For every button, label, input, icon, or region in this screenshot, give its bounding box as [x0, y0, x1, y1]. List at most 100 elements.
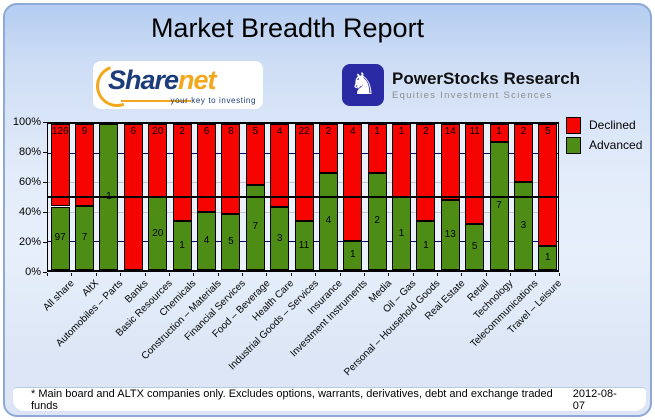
footnote-text: * Main board and ALTX companies only. Ex… — [31, 387, 553, 412]
sharenet-tagline: your key to investing — [170, 96, 256, 105]
advanced-count-label: 1 — [545, 251, 551, 263]
sharenet-word-net: net — [178, 65, 216, 95]
x-axis-tick — [461, 273, 463, 276]
declined-count-label: 1 — [496, 126, 502, 137]
declined-count-label: 5 — [545, 126, 551, 137]
declined-count-label: 4 — [349, 126, 356, 137]
bar-declined-segment — [416, 124, 436, 222]
advanced-count-label: 7 — [81, 232, 88, 244]
x-axis-tick — [412, 273, 414, 276]
advanced-count-label: 1 — [106, 191, 112, 202]
y-axis-tick — [43, 242, 47, 243]
bar-declined-segment — [245, 124, 265, 185]
bar-advanced-segment — [489, 142, 509, 270]
plot-area: 126 97 9 7 1 6 20 20 2 1 6 4 8 5 5 7 4 3 22 11 2 4 4 1 1 2 1 1 2 1 14 1… — [47, 122, 559, 272]
bar-advanced-segment — [343, 240, 363, 270]
x-axis-label: All share — [41, 278, 77, 314]
bar-declined-segment — [513, 124, 533, 183]
bar-declined-segment — [489, 124, 509, 143]
bar-advanced-segment — [221, 213, 241, 270]
y-axis-label: 20% — [18, 236, 41, 248]
advanced-count-label: 1 — [179, 239, 185, 251]
x-axis-tick — [120, 273, 122, 276]
bar-declined-segment — [440, 124, 460, 200]
x-axis-tick — [144, 273, 146, 276]
declined-count-label: 8 — [228, 126, 234, 137]
declined-count-label: 11 — [469, 126, 480, 137]
advanced-count-label: 20 — [152, 227, 164, 239]
x-axis-tick — [47, 273, 48, 276]
declined-count-label: 2 — [423, 126, 429, 137]
bar-declined-segment — [367, 124, 387, 173]
x-axis-tick — [266, 273, 268, 276]
declined-count-label: 22 — [298, 126, 310, 137]
sharenet-wordmark: Sharenet — [108, 65, 217, 96]
advanced-count-label: 11 — [298, 239, 310, 251]
x-axis-tick — [95, 273, 97, 276]
y-axis-tick — [43, 182, 47, 183]
y-axis-tick — [43, 212, 47, 213]
advanced-swatch — [566, 136, 581, 154]
bar-declined-segment — [294, 124, 314, 222]
bar-declined-segment — [221, 124, 241, 214]
bar-declined-segment — [318, 124, 338, 173]
bar-advanced-segment — [465, 224, 485, 270]
advanced-count-label: 1 — [349, 249, 356, 261]
declined-count-label: 5 — [252, 126, 259, 137]
declined-count-label: 1 — [398, 126, 405, 137]
declined-count-label: 2 — [179, 126, 185, 137]
y-axis: 0% 20% 40% 60% 80% 100% — [5, 116, 47, 278]
x-axis-tick — [363, 273, 365, 276]
x-axis-tick — [242, 273, 244, 276]
bar-declined-segment — [270, 124, 290, 208]
report-card: Market Breadth Report Sharenet your key … — [3, 3, 652, 417]
x-axis-tick — [534, 273, 536, 276]
declined-count-label: 20 — [152, 126, 164, 137]
y-axis-tick — [43, 122, 47, 123]
report-date: 2012-08-07 — [572, 387, 617, 412]
bar-advanced-segment — [270, 207, 290, 270]
x-axis-tick — [71, 273, 73, 276]
advanced-count-label: 97 — [54, 232, 66, 244]
bar-declined-segment — [75, 124, 95, 207]
bar-declined-segment — [196, 124, 216, 212]
legend-label-declined: Declined — [589, 118, 636, 132]
x-axis-ticks — [47, 273, 560, 277]
advanced-count-label: 4 — [203, 234, 210, 246]
declined-count-label: 2 — [520, 126, 527, 137]
advanced-count-label: 7 — [496, 200, 502, 212]
fifty-percent-line — [48, 196, 558, 198]
declined-count-label: 6 — [130, 126, 137, 137]
advanced-count-label: 5 — [228, 235, 234, 247]
declined-count-label: 4 — [276, 126, 283, 137]
page-title: Market Breadth Report — [150, 13, 425, 43]
declined-count-label: 2 — [325, 126, 332, 137]
x-axis-tick — [193, 273, 195, 276]
x-axis-tick — [388, 273, 390, 276]
bar-advanced-segment — [416, 221, 436, 270]
y-axis-label: 0% — [25, 266, 41, 278]
legend-item-declined: Declined — [566, 115, 642, 135]
sharenet-logo: Sharenet your key to investing — [89, 58, 263, 114]
footnote-bar: * Main board and ALTX companies only. Ex… — [13, 387, 646, 412]
y-axis-label: 80% — [18, 146, 41, 158]
advanced-count-label: 2 — [374, 215, 380, 227]
x-axis-tick — [339, 273, 341, 276]
declined-count-label: 14 — [444, 126, 456, 137]
advanced-count-label: 4 — [325, 215, 332, 227]
bar-advanced-segment — [440, 199, 460, 270]
x-axis-tick — [485, 273, 487, 276]
powerstocks-logo: ♞ PowerStocks Research Equities Investme… — [342, 62, 580, 108]
advanced-count-label: 1 — [423, 239, 429, 251]
bar-advanced-segment — [294, 221, 314, 270]
advanced-count-label: 1 — [398, 227, 405, 239]
bar-advanced-segment — [196, 211, 216, 270]
declined-count-label: 9 — [81, 126, 88, 137]
x-axis-tick — [437, 273, 439, 276]
declined-count-label: 126 — [51, 126, 69, 137]
bar-advanced-segment — [538, 245, 558, 270]
x-axis-tick — [168, 273, 170, 276]
bar-declined-segment — [172, 124, 192, 222]
x-axis-tick — [510, 273, 512, 276]
bar-advanced-segment — [50, 206, 70, 270]
